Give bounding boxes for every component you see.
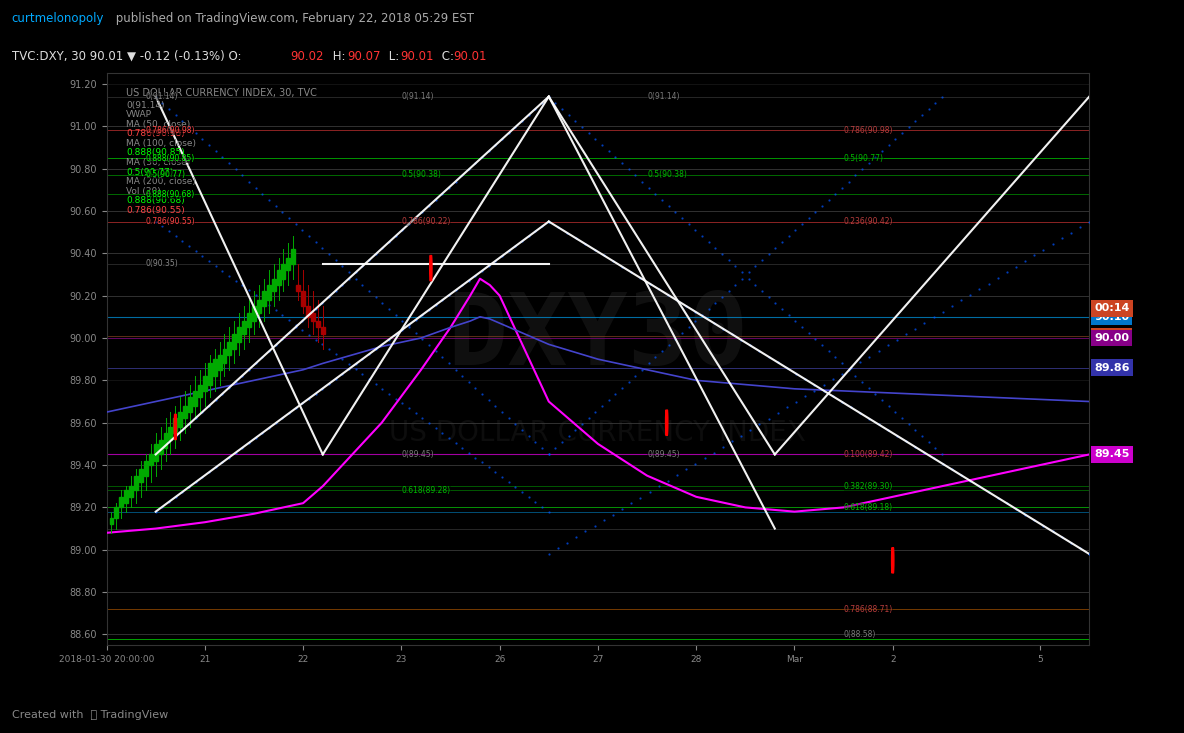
- Text: 90.02: 90.02: [290, 50, 323, 63]
- Text: DXY30: DXY30: [448, 290, 748, 386]
- Bar: [124, 490, 128, 503]
- Bar: [202, 376, 207, 391]
- Text: 0(91.14): 0(91.14): [146, 92, 179, 101]
- Text: MA (30, close): MA (30, close): [127, 158, 191, 167]
- Bar: [168, 427, 173, 440]
- Bar: [282, 264, 285, 279]
- Bar: [115, 507, 118, 518]
- Bar: [184, 406, 187, 419]
- Text: published on TradingView.com, February 22, 2018 05:29 EST: published on TradingView.com, February 2…: [112, 12, 475, 25]
- Bar: [296, 285, 301, 292]
- Text: 90.10: 90.10: [1094, 312, 1130, 322]
- Text: Created with  📈 TradingView: Created with 📈 TradingView: [12, 710, 168, 720]
- Bar: [291, 249, 295, 264]
- Text: C:: C:: [438, 50, 455, 63]
- Text: 0.888(90.85): 0.888(90.85): [146, 153, 195, 163]
- Text: 00:14: 00:14: [1094, 303, 1130, 313]
- Text: US DOLLAR CURRENCY INDEX: US DOLLAR CURRENCY INDEX: [390, 419, 806, 447]
- Text: 0(91.14): 0(91.14): [401, 92, 433, 101]
- Bar: [218, 355, 221, 369]
- Bar: [321, 328, 324, 334]
- Text: 90.01: 90.01: [453, 50, 487, 63]
- Text: 0.786(90.98): 0.786(90.98): [146, 126, 195, 135]
- Text: 0(91.14): 0(91.14): [648, 92, 680, 101]
- Bar: [139, 469, 143, 482]
- Text: 0(89.45): 0(89.45): [401, 450, 435, 459]
- Text: 0.5(90.38): 0.5(90.38): [648, 171, 687, 180]
- Text: 90.01: 90.01: [1094, 331, 1130, 341]
- Bar: [193, 391, 197, 406]
- Bar: [120, 497, 123, 507]
- Text: 90.01: 90.01: [400, 50, 433, 63]
- Bar: [266, 285, 271, 300]
- Text: 89.45: 89.45: [1094, 449, 1130, 460]
- Text: 0.618(89.28): 0.618(89.28): [401, 486, 450, 495]
- Bar: [179, 412, 182, 427]
- Text: 0.786(90.98): 0.786(90.98): [127, 130, 185, 139]
- Text: 0.888(90.85): 0.888(90.85): [127, 149, 185, 158]
- Text: 0.5(90.77): 0.5(90.77): [844, 153, 883, 163]
- Bar: [252, 306, 256, 321]
- Bar: [144, 461, 148, 476]
- Text: 0(90.35): 0(90.35): [146, 259, 179, 268]
- Bar: [173, 419, 178, 433]
- Bar: [311, 312, 315, 321]
- Bar: [227, 342, 231, 355]
- Bar: [305, 306, 310, 317]
- Text: 0.5(90.38): 0.5(90.38): [401, 171, 442, 180]
- Bar: [198, 385, 202, 397]
- Bar: [257, 300, 260, 312]
- Bar: [109, 518, 114, 524]
- Bar: [247, 312, 251, 328]
- Text: 0.786(90.55): 0.786(90.55): [146, 217, 195, 226]
- Bar: [149, 454, 153, 465]
- Text: 0.236(90.42): 0.236(90.42): [844, 217, 893, 226]
- Text: 0.888(90.68): 0.888(90.68): [146, 190, 195, 199]
- Bar: [134, 476, 139, 490]
- Text: 0.5(90.77): 0.5(90.77): [146, 171, 186, 180]
- Text: MA (50, close): MA (50, close): [127, 120, 191, 129]
- Text: 0.786(90.55): 0.786(90.55): [127, 206, 185, 215]
- Text: 90.00: 90.00: [1094, 333, 1130, 343]
- Text: curtmelonopoly: curtmelonopoly: [12, 12, 104, 25]
- Bar: [277, 270, 281, 285]
- Text: 0.100(89.42): 0.100(89.42): [844, 450, 893, 459]
- Bar: [129, 486, 133, 497]
- Bar: [163, 433, 167, 448]
- Text: MA (100, close): MA (100, close): [127, 139, 197, 148]
- Text: 90.07: 90.07: [347, 50, 380, 63]
- Bar: [271, 279, 276, 292]
- Text: 0.382(89.30): 0.382(89.30): [844, 482, 893, 490]
- Bar: [232, 334, 237, 349]
- Bar: [316, 321, 320, 328]
- Text: 0.5(90.77): 0.5(90.77): [127, 168, 174, 177]
- Bar: [188, 397, 192, 412]
- Text: US DOLLAR CURRENCY INDEX, 30, TVC: US DOLLAR CURRENCY INDEX, 30, TVC: [127, 88, 317, 98]
- Bar: [223, 349, 226, 364]
- Text: 0(89.45): 0(89.45): [648, 450, 680, 459]
- Bar: [154, 444, 157, 461]
- Text: MA (200, close): MA (200, close): [127, 177, 197, 186]
- Text: VWAP: VWAP: [127, 111, 153, 119]
- Text: L:: L:: [385, 50, 399, 63]
- Bar: [207, 364, 212, 385]
- Bar: [159, 440, 162, 454]
- Bar: [213, 359, 217, 376]
- Text: 0.786(88.71): 0.786(88.71): [844, 605, 893, 614]
- Text: H:: H:: [329, 50, 346, 63]
- Bar: [237, 328, 242, 342]
- Text: 0.786(90.22): 0.786(90.22): [401, 217, 451, 226]
- Bar: [243, 321, 246, 334]
- Bar: [262, 292, 265, 306]
- Text: 0.888(90.68): 0.888(90.68): [127, 196, 185, 205]
- Text: 0.786(90.98): 0.786(90.98): [844, 126, 893, 135]
- Text: Vol (20): Vol (20): [127, 187, 161, 196]
- Bar: [301, 292, 305, 306]
- Text: 89.86: 89.86: [1094, 363, 1130, 372]
- Text: 0(91.14): 0(91.14): [127, 101, 165, 110]
- Text: 0(88.58): 0(88.58): [844, 630, 876, 639]
- Text: 0.618(89.18): 0.618(89.18): [844, 503, 893, 512]
- Bar: [287, 257, 290, 270]
- Text: TVC:DXY, 30 90.01 ▼ -0.12 (-0.13%) O:: TVC:DXY, 30 90.01 ▼ -0.12 (-0.13%) O:: [12, 50, 242, 63]
